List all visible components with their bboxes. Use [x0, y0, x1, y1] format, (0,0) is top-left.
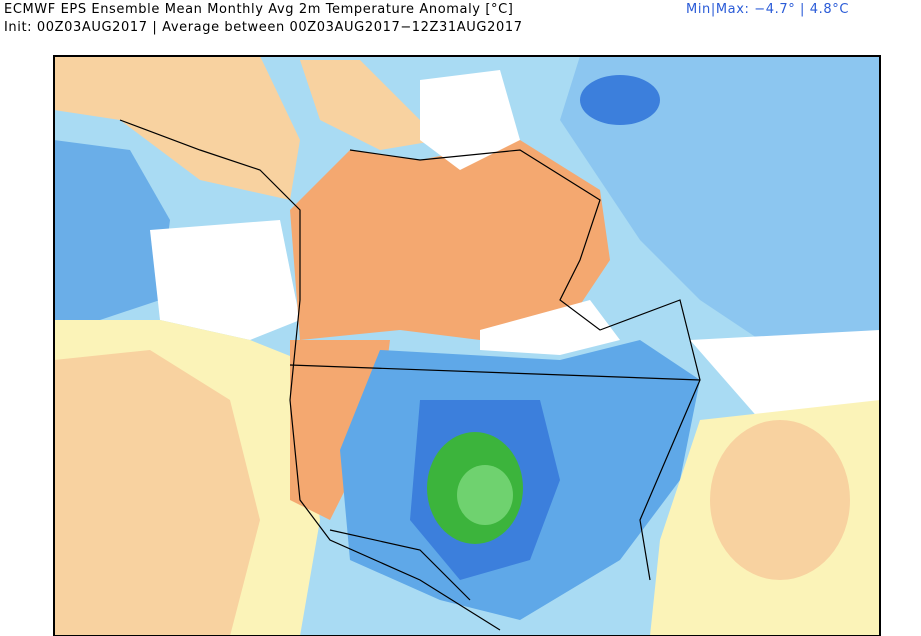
neutral-area [420, 70, 520, 170]
warm-area [290, 140, 610, 340]
min-max: Min|Max: −4.7° | 4.8°C [686, 2, 849, 17]
neutral-area [150, 220, 300, 340]
neutral-area [480, 300, 620, 355]
warm-area [300, 60, 440, 150]
border [329, 529, 471, 601]
map-frame [53, 55, 881, 636]
border [289, 364, 701, 381]
neutral-area [690, 330, 880, 420]
warm-area [290, 340, 390, 520]
cold-area [580, 75, 660, 125]
coastline [119, 119, 501, 631]
warm-area [710, 420, 850, 580]
cool-area [560, 56, 880, 340]
warm-area [54, 350, 260, 636]
coastlines [119, 119, 701, 631]
anomaly-field [54, 56, 880, 636]
warm-area [54, 56, 300, 200]
cool-area [54, 140, 170, 320]
coldest-core [457, 465, 513, 525]
init-info: Init: 00Z03AUG2017 | Average between 00Z… [4, 20, 523, 35]
coastline [349, 149, 701, 581]
map-title: ECMWF EPS Ensemble Mean Monthly Avg 2m T… [4, 2, 514, 17]
